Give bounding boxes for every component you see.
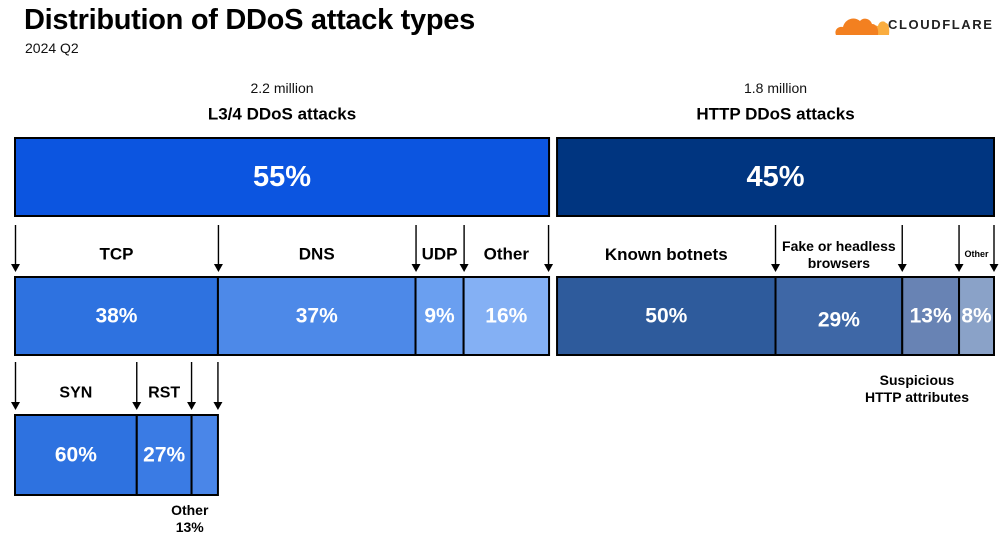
l34-arrow-2-head xyxy=(411,264,421,272)
l34-group-label: L3/4 DDoS attacks xyxy=(208,105,356,124)
known-botnets-name-label: Known botnets xyxy=(604,245,728,264)
l34-arrow-4-head xyxy=(544,264,554,272)
http-other-name-label: Other xyxy=(964,249,989,259)
syn-bar xyxy=(14,414,138,496)
http-group-label: HTTP DDoS attacks xyxy=(696,105,854,124)
syn-name-label: SYN xyxy=(59,385,92,402)
syn-value-label: 60% xyxy=(55,444,97,467)
rst-bar xyxy=(135,414,193,496)
http-arrow-2-head xyxy=(897,264,907,272)
rst-value-label: 27% xyxy=(143,444,185,467)
dns-bar xyxy=(216,276,417,356)
fake-browsers-name-label: Fake or headless browsers xyxy=(782,238,896,271)
udp-value-label: 9% xyxy=(424,305,455,328)
tcp-name-label: TCP xyxy=(99,245,133,264)
tcp-arrow-2-head xyxy=(187,402,197,410)
l34-other-name-label: Other xyxy=(484,245,530,264)
http-other-value-label: 8% xyxy=(961,305,992,328)
brand-name: CLOUDFLARE xyxy=(888,17,994,32)
l34-arrow-1-head xyxy=(213,264,223,272)
http-arrow-3-head xyxy=(954,264,964,272)
l34-share-label: 55% xyxy=(253,161,311,193)
l34-bar xyxy=(14,137,551,217)
dns-name-label: DNS xyxy=(299,245,335,264)
http-other-bar xyxy=(958,276,996,356)
l34-arrow-0-head xyxy=(11,264,20,272)
chart-subtitle: 2024 Q2 xyxy=(25,40,79,56)
l34-other-bar xyxy=(462,276,551,356)
tcp-other-value-label: 13% xyxy=(175,519,204,535)
l34-count: 2.2 million xyxy=(251,80,314,96)
fake-browsers-value-label: 29% xyxy=(818,309,860,332)
http-bar xyxy=(556,137,995,217)
l34-arrow-3-head xyxy=(459,264,469,272)
suspicious-http-name-label: Suspicious HTTP attributes xyxy=(865,372,969,405)
fake-browsers-bar xyxy=(774,276,904,356)
tcp-other-bar xyxy=(190,414,219,496)
suspicious-http-value-label: 13% xyxy=(910,305,952,328)
cloud-shape-front xyxy=(835,18,879,35)
tcp-arrow-0-head xyxy=(11,402,20,410)
tcp-arrow-1-head xyxy=(132,402,142,410)
http-arrow-4-head xyxy=(989,264,999,272)
udp-name-label: UDP xyxy=(422,245,458,264)
tcp-other-name-label: Other xyxy=(171,502,209,518)
rst-name-label: RST xyxy=(148,385,180,402)
l34-other-value-label: 16% xyxy=(485,305,527,328)
http-count: 1.8 million xyxy=(744,80,807,96)
tcp-arrow-3-head xyxy=(213,402,223,410)
http-share-label: 45% xyxy=(747,161,805,193)
chart-title: Distribution of DDoS attack types xyxy=(24,4,475,36)
http-arrow-1-head xyxy=(771,264,781,272)
cloudflare-logo-icon xyxy=(835,18,890,35)
known-botnets-value-label: 50% xyxy=(645,305,687,328)
tcp-value-label: 38% xyxy=(95,305,137,328)
dns-value-label: 37% xyxy=(296,305,338,328)
known-botnets-bar xyxy=(556,276,777,356)
suspicious-http-bar xyxy=(901,276,961,356)
tcp-bar xyxy=(14,276,219,356)
